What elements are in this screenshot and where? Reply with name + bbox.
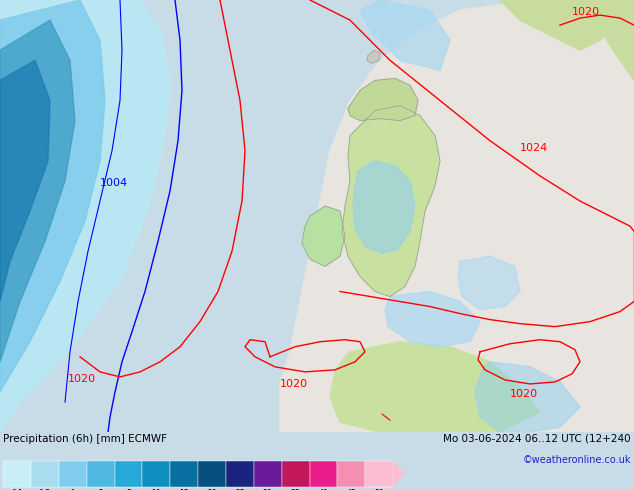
Polygon shape [280,0,634,432]
Polygon shape [475,362,580,432]
Text: Precipitation (6h) [mm] ECMWF: Precipitation (6h) [mm] ECMWF [3,434,167,444]
Bar [254,461,281,487]
Text: 0.1: 0.1 [11,489,23,490]
Text: 1020: 1020 [572,7,600,17]
Polygon shape [330,342,540,432]
Bar [59,461,87,487]
Bar [31,461,59,487]
Text: 20: 20 [207,489,217,490]
Polygon shape [360,0,450,71]
Text: 50: 50 [374,489,384,490]
Bar [226,461,254,487]
Polygon shape [590,0,634,80]
Bar [309,461,337,487]
Polygon shape [0,0,105,392]
Polygon shape [500,0,634,50]
Text: 1020: 1020 [68,374,96,384]
Text: Mo 03-06-2024 06..12 UTC (12+240: Mo 03-06-2024 06..12 UTC (12+240 [443,434,631,444]
Polygon shape [353,161,415,253]
Polygon shape [342,105,440,296]
Text: 1020: 1020 [510,389,538,399]
Bar [198,461,226,487]
Bar [337,461,365,487]
Text: 35: 35 [291,489,301,490]
Text: 1: 1 [70,489,75,490]
Polygon shape [0,60,50,301]
Bar [281,461,309,487]
Bar [115,461,143,487]
Text: 2: 2 [98,489,103,490]
Bar [3,461,31,487]
Text: 25: 25 [235,489,245,490]
Text: 1004: 1004 [100,178,128,188]
Polygon shape [458,256,520,310]
Text: 10: 10 [152,489,161,490]
Polygon shape [0,0,170,432]
Polygon shape [348,78,418,121]
Bar [365,461,393,487]
Text: 1024: 1024 [520,143,548,153]
Polygon shape [393,461,404,487]
Text: 30: 30 [263,489,273,490]
Bar [87,461,115,487]
Polygon shape [367,50,380,63]
Text: 5: 5 [126,489,131,490]
Text: ©weatheronline.co.uk: ©weatheronline.co.uk [522,455,631,465]
Text: 45: 45 [346,489,356,490]
Text: 15: 15 [179,489,189,490]
Bar [143,461,171,487]
Bar [171,461,198,487]
Text: 0.5: 0.5 [39,489,51,490]
Text: 1020: 1020 [280,379,308,389]
Polygon shape [302,206,345,267]
Polygon shape [385,292,480,347]
Text: 40: 40 [318,489,328,490]
Polygon shape [0,20,75,362]
